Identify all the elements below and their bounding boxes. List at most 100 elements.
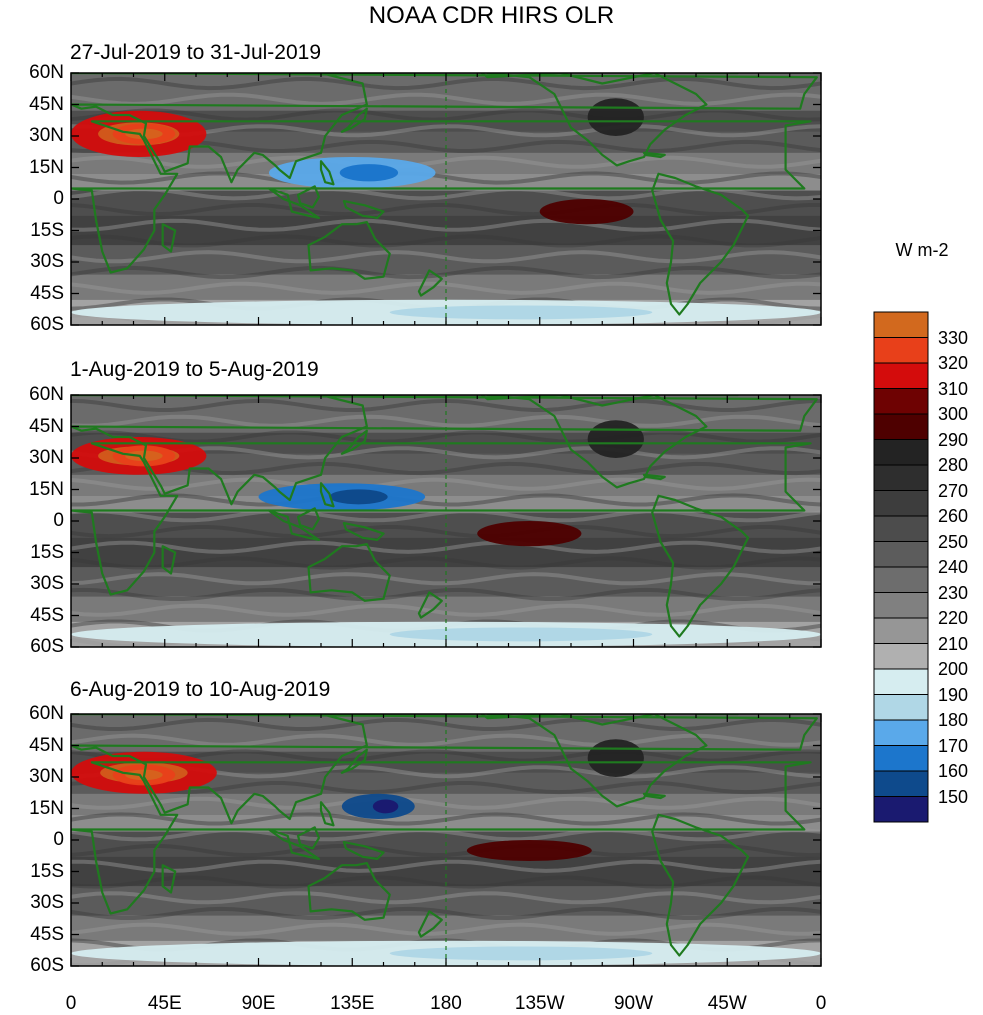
continent-outline [307,861,391,921]
olr-feature-core [389,305,653,320]
continent-outline [417,269,443,297]
colorbar-swatch [873,617,929,644]
colorbar-swatch [873,413,929,440]
continent-outline [694,395,740,397]
olr-contour [71,92,821,106]
colorbar-swatch [873,362,929,389]
lat-label: 30S [30,573,64,594]
lat-label: 45S [30,282,64,304]
panel-title-1: 27-Jul-2019 to 31-Jul-2019 [70,41,321,64]
olr-contour [71,414,821,428]
colorbar-swatch [873,541,929,568]
lon-label: 135W [514,993,565,1014]
olr-band [71,274,821,300]
olr-contour [71,843,821,858]
olr-contour [71,108,821,122]
colorbar-swatch [873,643,929,670]
continent-outline [340,107,368,133]
lat-label: 15N [29,478,64,500]
panel-title-2: 1-Aug-2019 to 5-Aug-2019 [70,358,319,381]
continent-outline [319,160,335,186]
colorbar-units-label: W m-2 [895,240,949,260]
continent-outline [267,509,321,542]
olr-contour [71,749,821,763]
continent-outline [267,187,321,219]
colorbar-label: 180 [938,710,969,730]
colorbar-swatch [873,719,929,746]
continent-outline [694,73,740,75]
lat-label: 30S [30,892,64,913]
colorbar-label: 210 [938,633,969,654]
olr-contour [71,891,821,905]
colorbar-label: 150 [938,786,969,807]
lat-label: 15S [30,541,64,563]
colorbar-swatch [873,668,929,695]
continent-outline [307,542,391,602]
continent-outline [307,221,391,280]
map-panel-2 [71,395,821,647]
continent-outline [71,395,818,506]
continent-outline [417,591,443,619]
lat-label: 60S [30,955,64,976]
olr-contour [71,234,821,248]
colorbar-swatch [873,592,929,619]
lat-label: 60S [30,636,64,657]
lat-label: 60N [29,703,64,724]
olr-band [71,173,821,191]
continent-outline [161,545,177,575]
lon-label: 180 [430,993,462,1014]
colorbar-label: 330 [938,327,969,348]
olr-contour [71,493,821,507]
olr-feature-core [372,799,399,814]
continent-outline [642,792,666,800]
olr-contour [71,155,821,169]
colorbar-swatch [873,770,929,797]
continent-outline [479,395,708,489]
lat-label: 60N [29,62,64,83]
olr-feature [466,840,592,861]
colorbar-swatch [873,694,929,721]
continent-outline [71,714,818,825]
olr-feature-core [329,489,388,505]
olr-contour [71,461,821,476]
colorbar-label: 160 [938,761,969,781]
olr-contour [71,828,821,842]
lat-label: 45N [29,734,64,756]
colorbar-label: 310 [938,378,969,399]
colorbar-swatch [873,311,929,338]
colorbar-label: 260 [938,506,969,526]
continent-outline [694,714,740,716]
colorbar-label: 190 [938,684,969,705]
colorbar-label: 270 [938,480,969,501]
continent-outline [642,473,666,481]
continent-outline [651,813,750,957]
lon-label: 45E [147,993,182,1014]
colorbar-label: 200 [938,659,969,679]
colorbar-swatch [873,337,929,364]
continent-outline [296,507,321,531]
continent-outline [479,714,708,808]
olr-feature [587,739,644,777]
panel-title-3: 6-Aug-2019 to 10-Aug-2019 [70,678,331,701]
continent-outline [340,429,368,455]
colorbar-swatch [873,490,929,517]
continent-outline [71,442,812,596]
lat-label: 30N [29,447,64,468]
continent-outline [651,172,750,316]
continent-outline [71,761,812,915]
lon-label: 0 [815,993,827,1014]
olr-contour [71,430,821,444]
continent-outline [296,185,321,209]
lat-label: 45N [29,93,64,115]
olr-band [71,495,821,513]
continent-outline [319,482,335,508]
lon-label: 45W [707,993,747,1014]
olr-contour [71,906,821,920]
continent-outline [479,73,708,167]
lat-label: 45S [30,604,64,626]
colorbar-label: 290 [938,429,969,450]
continent-outline [340,748,368,774]
colorbar-swatch [873,388,929,415]
continent-outline [642,151,666,159]
